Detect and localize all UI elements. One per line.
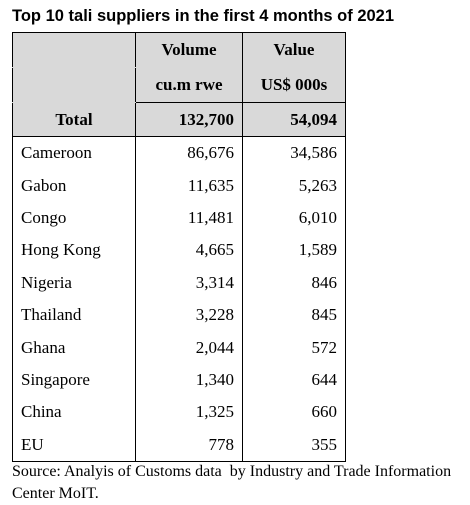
table-cell: EU [12,428,136,462]
total-row: Total 132,700 54,094 [12,102,346,137]
table: Volume Value cu.m rwe US$ 000s Total 132,700 5… [12,32,346,462]
table-cell: China [12,396,136,429]
data-row: Singapore 1,340 644 [12,363,346,397]
header-row: cu.m rwe US$ 000s [12,67,346,103]
table-cell [12,32,136,68]
data-row: Hong Kong 4,665 1,589 [12,234,346,267]
table-cell: 1,325 [135,396,243,429]
table-cell [12,67,136,103]
table-cell: 1,589 [242,234,346,267]
table-cell: Thailand [12,298,136,332]
table-cell: 778 [135,428,243,462]
table-cell: Gabon [12,169,136,202]
title: Top 10 tali suppliers in the first 4 mon… [12,7,395,25]
data-row: Cameroon 86,676 34,586 [12,136,346,170]
table-cell: US$ 000s [242,67,346,103]
table-cell: 132,700 [135,102,243,137]
table-cell: 2,044 [135,331,243,364]
table-cell: 4,665 [135,234,243,267]
table-cell: 845 [242,298,346,332]
table-cell: Total [12,102,136,137]
table-cell: Value [242,32,346,68]
table-cell: 86,676 [135,136,243,170]
table-cell: 660 [242,396,346,429]
data-row: EU 778 355 [12,428,346,462]
table-cell: 34,586 [242,136,346,170]
table-cell: Hong Kong [12,234,136,267]
table-cell: 572 [242,331,346,364]
table-cell: cu.m rwe [135,67,243,103]
table-cell: Nigeria [12,266,136,299]
data-row: Gabon 11,635 5,263 [12,169,346,202]
table-cell: 11,481 [135,201,243,235]
table-cell: Congo [12,201,136,235]
table-cell: Singapore [12,363,136,397]
data-row: Ghana 2,044 572 [12,331,346,364]
data-row: Thailand 3,228 845 [12,298,346,332]
data-row: Nigeria 3,314 846 [12,266,346,299]
table-cell: 11,635 [135,169,243,202]
table-cell: 355 [242,428,346,462]
table-cell: Ghana [12,331,136,364]
table-cell: Cameroon [12,136,136,170]
table-cell: 846 [242,266,346,299]
table-cell: 3,228 [135,298,243,332]
table-cell: 5,263 [242,169,346,202]
data-row: China 1,325 660 [12,396,346,429]
source-note: Source: Analyis of Customs data by Indus… [12,463,456,502]
table-cell: 6,010 [242,201,346,235]
data-row: Congo 11,481 6,010 [12,201,346,235]
table-cell: 54,094 [242,102,346,137]
table-cell: Volume [135,32,243,68]
header-row: Volume Value [12,32,346,68]
table-cell: 1,340 [135,363,243,397]
table-cell: 3,314 [135,266,243,299]
table-cell: 644 [242,363,346,397]
